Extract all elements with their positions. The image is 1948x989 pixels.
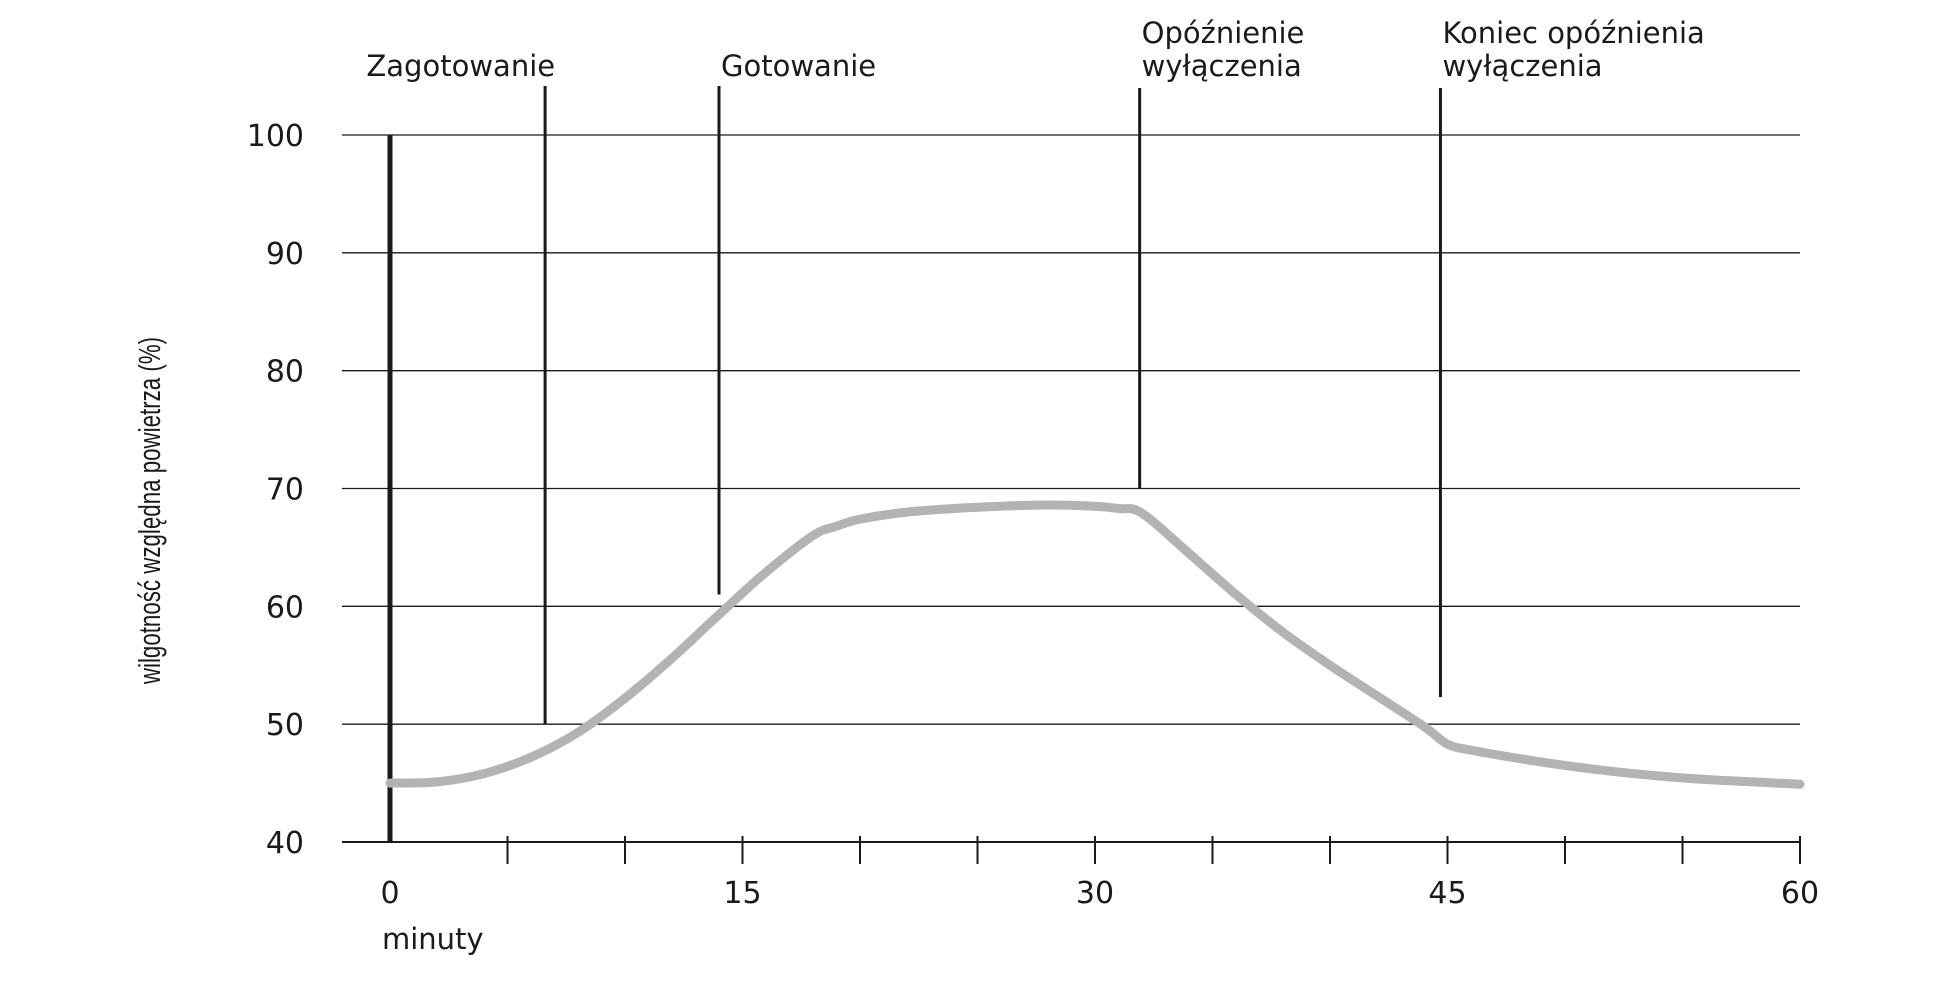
series-layer — [385, 500, 1805, 789]
x-tick-label-0: 0 — [380, 876, 399, 911]
y-axis-title: wilgotność względna powietrza (%) — [132, 337, 166, 685]
phase-label-4-line-2: wyłączenia — [1442, 49, 1602, 83]
y-tick-label-100: 100 — [247, 119, 304, 154]
y-tick-label-80: 80 — [266, 355, 304, 390]
y-tick-label-50: 50 — [266, 708, 304, 743]
phase-label-3-line-2: wyłączenia — [1142, 49, 1302, 83]
axis-layer — [342, 135, 1801, 864]
label-layer: 0 15 30 45 60 40 50 60 70 80 90 100 minuty wilgotność… — [132, 16, 1819, 956]
grid-layer — [342, 134, 1800, 725]
y-tick-label-60: 60 — [266, 590, 304, 625]
phase-label-4-line-1: Koniec opóźnienia — [1442, 16, 1704, 50]
humidity-series-line — [385, 500, 1805, 789]
phase-label-3-line-1: Opóźnienie — [1142, 16, 1305, 50]
y-tick-label-40: 40 — [266, 826, 304, 861]
x-tick-label-15: 15 — [723, 876, 761, 911]
x-axis-title: minuty — [382, 922, 484, 956]
phase-label-1-line-1: Zagotowanie — [366, 49, 555, 83]
x-tick-label-30: 30 — [1076, 876, 1114, 911]
phase-label-2-line-1: Gotowanie — [721, 49, 876, 83]
phase-layer — [543, 86, 1442, 725]
y-tick-label-70: 70 — [266, 473, 304, 508]
x-tick-label-45: 45 — [1428, 876, 1466, 911]
y-tick-label-90: 90 — [266, 237, 304, 272]
x-tick-label-60: 60 — [1781, 876, 1819, 911]
